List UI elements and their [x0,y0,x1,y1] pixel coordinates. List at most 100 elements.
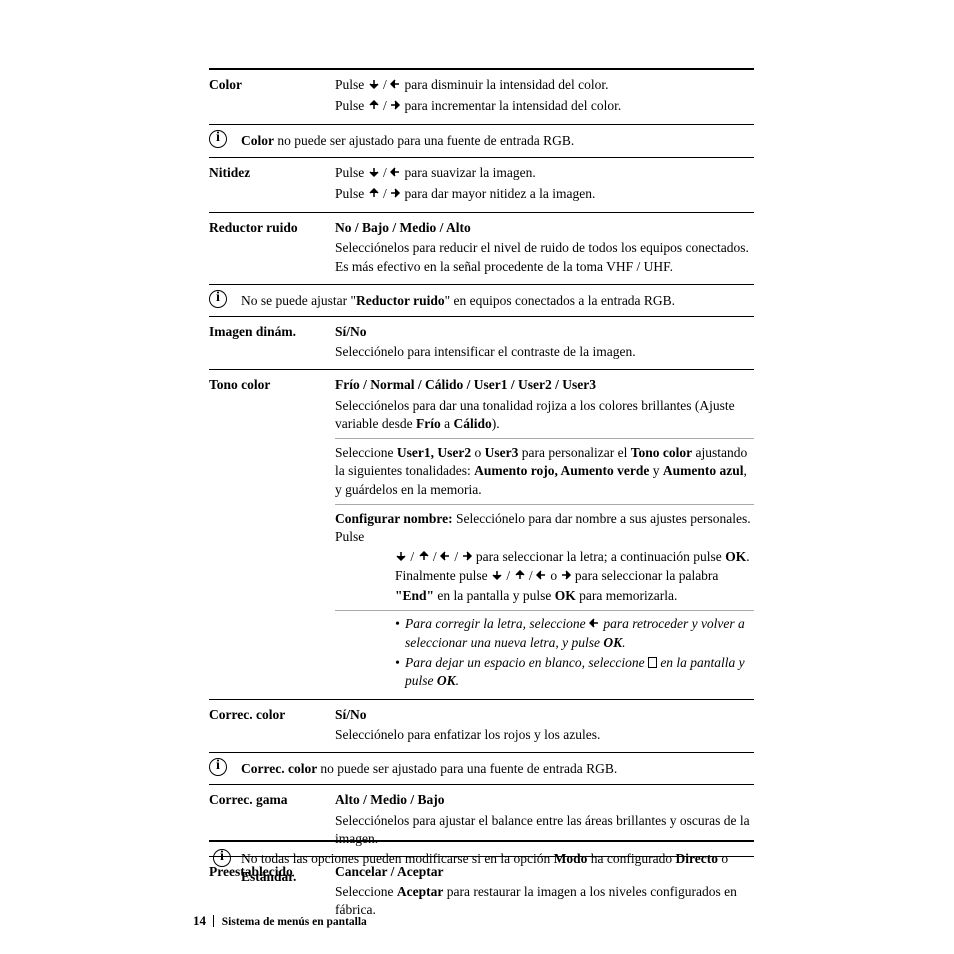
arrow-down-icon [368,77,380,95]
desc-imagen: Sí/No Selecciónelo para intensificar el … [335,323,754,363]
options: Sí/No [335,706,754,724]
text: Reductor ruido [356,293,445,308]
info-icon [209,130,241,148]
row-correc-color: Correc. color Sí/No Selecciónelo para en… [209,700,754,753]
text: / [383,98,390,113]
desc-correc-color: Sí/No Selecciónelo para enfatizar los ro… [335,706,754,746]
row-imagen: Imagen dinám. Sí/No Selecciónelo para in… [209,317,754,370]
text: para memorizarla. [576,588,678,603]
options: Alto / Medio / Bajo [335,791,754,809]
row-nitidez: Nitidez Pulse / para suavizar la imagen.… [209,158,754,213]
text: / [430,549,441,564]
text: ha configurado [587,851,675,866]
text: Para corregir la letra, seleccione [405,616,589,631]
page-number: 14 [193,913,206,928]
text: OK [555,588,576,603]
text: para seleccionar la letra; a continuació… [473,549,726,564]
text: Selecciónelo para enfatizar los rojos y … [335,726,754,744]
arrow-right-icon [390,186,401,204]
divider [209,840,754,842]
arrow-right-icon [561,568,572,586]
note-color: Color no puede ser ajustado para una fue… [209,125,754,157]
text: para incrementar la intensidad del color… [405,98,622,113]
text: a [441,416,454,431]
text: User3 [485,445,522,460]
text: / [383,77,390,92]
label-color: Color [209,76,335,118]
arrow-down-icon [368,165,380,183]
text: para disminuir la intensidad del color. [405,77,609,92]
label-imagen: Imagen dinám. [209,323,335,363]
bullet-1: Para corregir la letra, seleccione para … [395,615,754,652]
text: . [622,635,625,650]
sub-user: Seleccione User1, User2 o User3 para per… [335,438,754,499]
desc-tono: Frío / Normal / Cálido / User1 / User2 /… [335,376,754,692]
text: OK [725,549,746,564]
info-icon [209,758,241,776]
label-tono: Tono color [209,376,335,692]
text: Pulse [335,165,368,180]
arrow-down-icon [491,568,503,586]
text: para dar mayor nitidez a la imagen. [405,186,596,201]
note-text: Color no puede ser ajustado para una fue… [241,130,754,150]
note-reductor: No se puede ajustar "Reductor ruido" en … [209,285,754,317]
text: Directo [676,851,718,866]
square-icon [648,657,657,668]
text: ). [492,416,500,431]
desc-reductor: No / Bajo / Medio / Alto Selecciónelos p… [335,219,754,278]
text: OK [603,635,622,650]
text: Configurar nombre: [335,511,456,526]
bullets: Para corregir la letra, seleccione para … [335,610,754,691]
options: Sí/No [335,323,754,341]
text: Tono color [631,445,692,460]
text: " en equipos conectados a la entrada RGB… [445,293,675,308]
text: . [456,673,459,688]
text: Selecciónelos para dar una tonalidad roj… [335,398,735,431]
arrow-left-icon [390,77,401,95]
footer-title: Sistema de menús en pantalla [222,916,367,928]
row-color: Color Pulse / para disminuir la intensid… [209,70,754,125]
text: o [718,851,728,866]
options: No / Bajo / Medio / Alto [335,219,754,237]
desc-nitidez: Pulse / para suavizar la imagen. Pulse /… [335,164,754,206]
text: / [383,186,390,201]
text: o [547,568,561,583]
options: Frío / Normal / Cálido / User1 / User2 /… [335,376,754,394]
text: Frío [416,416,441,431]
text: Seleccione [335,445,397,460]
row-tono: Tono color Frío / Normal / Cálido / User… [209,370,754,699]
text: "End" [395,588,434,603]
text: Pulse [335,77,368,92]
text: Aceptar [397,884,443,899]
label-reductor: Reductor ruido [209,219,335,278]
arrow-up-icon [418,549,430,567]
text: Selecciónelo para intensificar el contra… [335,343,754,361]
text: o [471,445,485,460]
note-correc-color: Correc. color no puede ser ajustado para… [209,753,754,785]
text: Correc. color [241,761,320,776]
arrow-up-icon [514,568,526,586]
row-reductor: Reductor ruido No / Bajo / Medio / Alto … [209,213,754,285]
text: No todas las opciones pueden modificarse… [241,851,554,866]
info-icon [213,849,241,886]
arrow-right-icon [390,98,401,116]
arrow-right-icon [462,549,473,567]
text: Pulse [335,98,368,113]
text: para personalizar el [522,445,631,460]
text: OK [437,673,456,688]
text: / [407,549,418,564]
text: User1, User2 [397,445,471,460]
bullet-2: Para dejar un espacio en blanco, selecci… [395,654,754,690]
text: Para dejar un espacio en blanco, selecci… [405,655,648,670]
arrow-up-icon [368,98,380,116]
text: Color [241,133,274,148]
menu-table: Color Pulse / para disminuir la intensid… [209,68,754,928]
text: Seleccione [335,884,397,899]
label-nitidez: Nitidez [209,164,335,206]
note-text: Correc. color no puede ser ajustado para… [241,758,754,778]
text: y [649,463,663,478]
info-icon [209,290,241,308]
text: Selecciónelos para reducir el nivel de r… [335,239,754,275]
row-correc-gama: Correc. gama Alto / Medio / Bajo Selecci… [209,785,754,857]
text: Aumento rojo, Aumento verde [474,463,649,478]
